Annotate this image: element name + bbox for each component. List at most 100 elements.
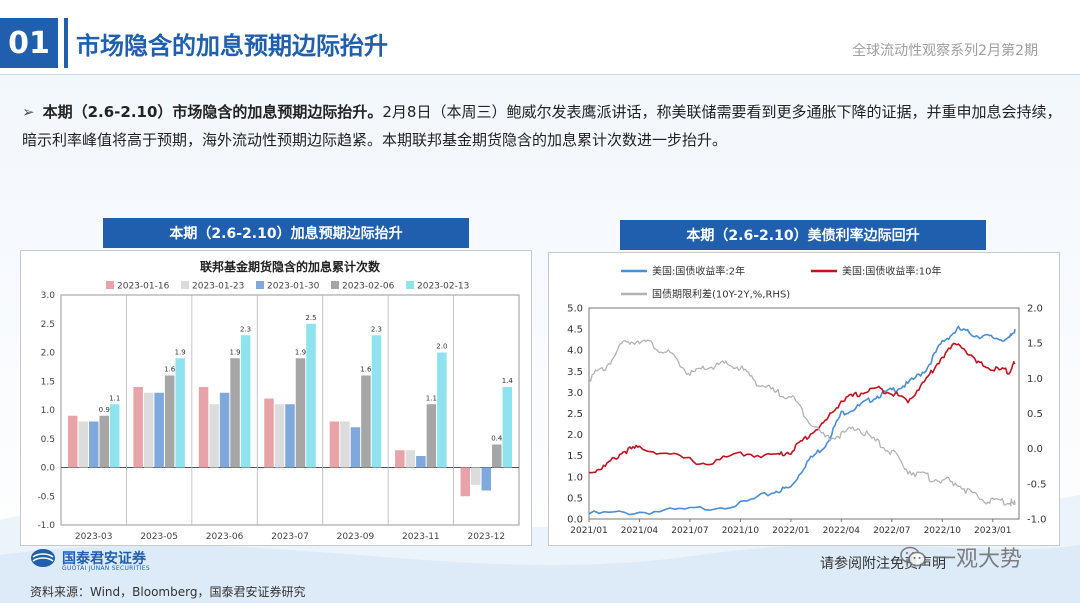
bar [340,421,350,468]
bar [437,352,447,468]
logo-text: 国泰君安证券 [62,551,146,567]
data-label: 1.1 [426,394,437,402]
y-tick-label-left: 2.0 [567,430,583,441]
x-tick-label: 2023-03 [75,532,113,542]
logo-icon [31,549,55,567]
data-label: 2.5 [305,314,316,322]
legend-label: 2023-01-16 [117,282,170,292]
legend-label: 2023-02-13 [417,282,469,292]
y-tick-label-left: 4.0 [567,346,583,357]
bar [350,427,361,468]
bar [285,404,295,468]
chart-title: 联邦基金期货隐含的加息累计次数 [200,259,381,274]
legend-swatch [406,281,414,289]
bar [240,335,251,468]
wechat-icon [900,546,926,567]
y-tick-label: -1.0 [37,521,55,531]
legend-swatch [181,281,189,289]
bullet-arrow-icon: ➢ [22,103,35,121]
data-label: 0.9 [99,406,110,414]
data-label: 1.9 [230,348,241,356]
bar [164,375,175,468]
x-tick-label: 2021/10 [722,526,760,536]
y-tick-label-right: 1.0 [1027,374,1043,385]
bar [99,415,109,468]
x-tick-label: 2021/07 [671,526,708,536]
y-tick-label-left: 0.0 [567,515,583,526]
x-tick-label: 2023-11 [402,532,440,542]
y-tick-label-left: 3.0 [567,388,583,399]
bar [395,450,405,468]
bar [219,392,230,468]
legend-label: 美国:国债收益率:10年 [842,265,941,278]
bar [209,404,219,468]
y-tick-label-left: 5.0 [567,304,583,315]
y-tick-label: 1.0 [41,406,56,416]
plot-area [588,307,1020,520]
bar [198,387,209,468]
bar [502,387,513,468]
bar [274,404,285,468]
bar [306,323,316,468]
bar [371,335,382,468]
bar [426,404,437,468]
right-chart-frame: 美国:国债收益率:2年 美国:国债收益率:10年国债期限利差(10Y-2Y,%,R… [548,252,1060,546]
x-tick-label: 2023-06 [206,532,244,542]
source-note: 资料来源：Wind，Bloomberg，国泰君安证券研究 [30,585,306,599]
legend-label: 美国:国债收益率:2年 [652,265,745,278]
y-tick-label-right: 2.0 [1027,304,1043,315]
y-tick-label: -0.5 [37,492,55,502]
y-tick-label: 2.5 [41,320,55,330]
data-label: 1.4 [502,377,514,385]
watermark: 一观大势 [900,541,1022,573]
bar [481,467,492,491]
x-tick-label: 2023/01 [974,526,1011,536]
bar [88,421,99,468]
bar [492,444,502,468]
summary-text: 2月8日（本周三）鲍威尔发表鹰派讲话，称美联储需要看到更多通胀下降的证据，并重申… [22,103,1062,149]
bar [143,392,154,468]
data-label: 1.1 [109,394,120,402]
line-chart: 美国:国债收益率:2年 美国:国债收益率:10年国债期限利差(10Y-2Y,%,R… [567,265,1046,537]
legend-label: 2023-02-06 [342,282,395,292]
x-tick-label: 2022/01 [772,526,809,536]
data-label: 1.6 [360,366,372,374]
data-label: 2.3 [371,325,382,333]
bar [175,358,185,468]
data-label: 1.9 [175,348,186,356]
right-chart-caption: 本期（2.6-2.10）美债利率边际回升 [620,220,986,250]
x-tick-label: 2022/10 [924,526,962,536]
bar [109,404,120,468]
page-header: 01 市场隐含的加息预期边际抬升 全球流动性观察系列2月第2期 [0,18,1080,68]
data-label: 1.9 [295,348,306,356]
y-tick-label-left: 0.5 [567,493,583,504]
legend-swatch [331,281,339,289]
series-line [588,342,1016,474]
bar [460,467,471,497]
x-tick-label: 2023-05 [140,532,178,542]
bar [416,456,426,468]
bar [264,398,274,468]
y-tick-label: 0.0 [41,464,56,474]
y-tick-label-left: 1.5 [567,451,583,462]
bar [295,358,306,468]
logo-text-en: GUOTAI JUNAN SECURITIES [62,565,150,572]
y-tick-label-right: 0.0 [1027,444,1043,455]
legend-swatch [106,281,114,289]
page-title: 市场隐含的加息预期边际抬升 [76,32,388,60]
y-tick-label-left: 1.0 [567,472,583,483]
company-logo: 国泰君安证券 GUOTAI JUNAN SECURITIES [30,547,150,572]
bar [154,392,164,468]
legend-label: 国债期限利差(10Y-2Y,%,RHS) [652,288,790,301]
left-chart-caption: 本期（2.6-2.10）加息预期边际抬升 [103,218,469,248]
watermark-text: 一观大势 [934,547,1023,572]
legend-swatch [256,281,264,289]
data-label: 2.3 [240,325,251,333]
legend-label: 2023-01-23 [192,282,244,292]
y-tick-label: 3.0 [41,291,56,301]
bar [230,358,240,468]
bar [405,450,416,468]
bar [471,467,481,485]
series-line [588,325,1016,516]
x-tick-label: 2021/01 [570,526,607,536]
